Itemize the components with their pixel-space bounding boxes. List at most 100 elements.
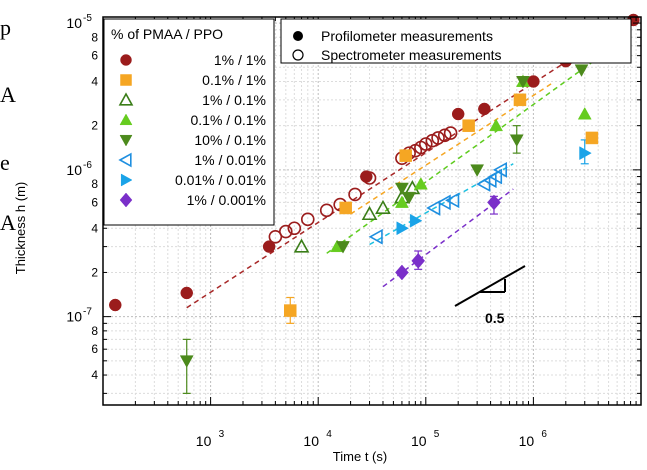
- data-point: [395, 264, 409, 281]
- legend-marker: [118, 152, 132, 168]
- data-point: [395, 182, 409, 196]
- x-tick-label-exponent: 3: [219, 429, 225, 440]
- data-point-open: [445, 192, 460, 209]
- spectrometer-marker: [292, 49, 304, 61]
- x-tick-label-exponent: 4: [326, 429, 332, 440]
- y-tick-label: 4: [91, 74, 98, 88]
- stray-letter: e: [0, 150, 10, 175]
- legend-label: 0.1% / 0.1%: [191, 112, 267, 128]
- legend-marker: [120, 74, 132, 86]
- profilometer-label: Profilometer measurements: [321, 28, 493, 44]
- y-axis-label: Thickness h (m): [13, 182, 28, 274]
- data-point: [409, 213, 423, 228]
- legend-marker: [119, 113, 133, 126]
- y-tick-label: 10: [66, 15, 82, 31]
- data-point: [179, 355, 194, 368]
- x-tick-label: 10: [303, 433, 319, 449]
- data-point: [180, 286, 193, 300]
- y-tick-label: 4: [91, 221, 98, 235]
- data-point-open: [426, 200, 441, 216]
- series-legend: % of PMAA / PPO 1% / 1% 0.1% / 1% 1% / 0.1…: [103, 18, 275, 226]
- y-tick-label: 8: [91, 30, 98, 44]
- data-point-open: [300, 212, 315, 227]
- data-point-open: [287, 221, 302, 236]
- y-tick-label-exponent: -6: [83, 160, 92, 171]
- data-point-open: [418, 137, 433, 151]
- data-point-open: [437, 128, 452, 143]
- data-point: [527, 75, 540, 88]
- legend-marker: [118, 92, 134, 106]
- stray-letter: A: [0, 82, 16, 107]
- spectrometer-label: Spectrometer measurements: [321, 47, 502, 63]
- y-tick-label: 2: [91, 119, 98, 133]
- x-tick-label: 10: [519, 433, 535, 449]
- slope-hypotenuse: [454, 265, 526, 307]
- data-point-open: [492, 161, 508, 178]
- y-tick-label: 10: [66, 162, 82, 178]
- slope-label: 0.5: [485, 310, 505, 326]
- plot-frame: [102, 16, 642, 406]
- y-tick-label: 8: [91, 324, 98, 338]
- y-tick-label: 6: [91, 195, 98, 209]
- data-point: [579, 146, 592, 161]
- measurement-legend-box: [280, 18, 632, 64]
- y-tick-label-exponent: -7: [83, 307, 92, 318]
- data-point-open: [443, 126, 458, 140]
- y-tick-label: 2: [91, 265, 98, 279]
- data-point: [109, 298, 122, 312]
- fit-line: [186, 19, 631, 309]
- legend-marker: [119, 134, 133, 147]
- data-point: [402, 191, 417, 205]
- data-point-open: [348, 187, 362, 202]
- y-tick-label: 4: [91, 368, 98, 382]
- x-axis-label: Time t (s): [333, 449, 387, 464]
- series-legend-box: [103, 18, 275, 226]
- data-point-open: [431, 131, 445, 145]
- data-point: [399, 149, 412, 162]
- data-point: [478, 102, 491, 116]
- legend-label: 1% / 1%: [214, 52, 266, 68]
- data-point: [574, 64, 589, 77]
- legend-label: 0.01% / 0.01%: [175, 172, 266, 188]
- legend-title: % of PMAA / PPO: [111, 26, 223, 42]
- slope-triangle: 0.5: [454, 265, 526, 326]
- fit-line: [326, 61, 593, 254]
- y-tick-label: 6: [91, 342, 98, 356]
- x-tick-label: 10: [196, 433, 212, 449]
- stray-letter: A: [0, 210, 16, 235]
- legend-label: 1% / 0.01%: [194, 152, 266, 168]
- data-point: [336, 241, 350, 254]
- legend-label: 10% / 0.1%: [194, 132, 266, 148]
- measurement-legend: Profilometer measurements Spectrometer m…: [280, 18, 632, 64]
- y-tick-label: 10: [66, 309, 82, 325]
- data-point: [395, 195, 409, 208]
- data-point-open: [319, 203, 334, 218]
- data-point: [516, 76, 530, 89]
- data-point-open: [361, 205, 378, 221]
- data-point-open: [362, 171, 377, 185]
- legend-label: 1% / 0.1%: [202, 92, 266, 108]
- x-tick-label-exponent: 6: [541, 429, 547, 440]
- legend-marker: [119, 192, 133, 208]
- legend-marker: [120, 173, 133, 187]
- data-point: [396, 221, 409, 236]
- data-point: [339, 201, 352, 215]
- data-points: [109, 13, 640, 368]
- y-tick-label-exponent: -5: [83, 13, 92, 24]
- x-tick-label-exponent: 5: [434, 429, 440, 440]
- data-point: [451, 107, 465, 121]
- data-point: [487, 194, 501, 211]
- data-point: [470, 164, 485, 177]
- data-point: [411, 252, 426, 269]
- data-point: [413, 177, 428, 190]
- profilometer-marker: [293, 31, 303, 41]
- data-point-open: [375, 199, 391, 214]
- data-point: [462, 119, 475, 132]
- legend-label: 0.1% / 1%: [202, 72, 266, 88]
- data-point-open: [368, 228, 383, 245]
- data-point: [585, 131, 599, 145]
- data-point-open: [293, 238, 310, 253]
